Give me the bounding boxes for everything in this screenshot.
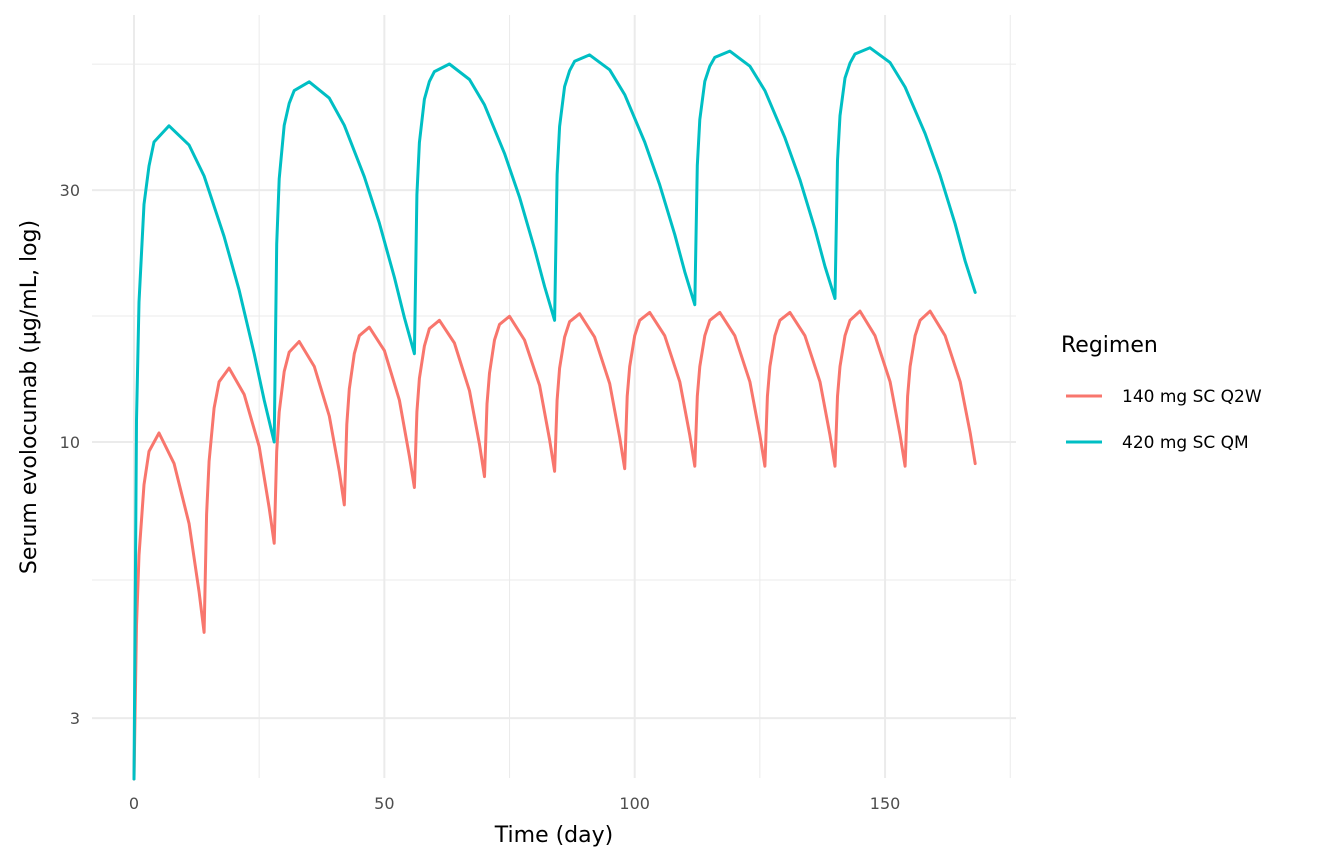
legend-label-2: 420 mg SC QM [1122, 433, 1249, 453]
y-tick-label: 10 [60, 433, 80, 452]
series-line-2 [132, 46, 977, 781]
x-tick-label: 50 [374, 794, 394, 813]
y-axis-title: Serum evolocumab (µg/mL, log) [17, 220, 42, 574]
series-lines [132, 46, 977, 781]
y-tick-label: 3 [70, 709, 80, 728]
legend: Regimen 140 mg SC Q2W 420 mg SC QM [1061, 333, 1262, 453]
x-tick-label: 150 [870, 794, 901, 813]
series-line-1 [132, 309, 977, 781]
tick-labels: 0 50 100 150 3 10 30 [60, 181, 901, 813]
gridlines [92, 15, 1016, 778]
legend-label-1: 140 mg SC Q2W [1122, 387, 1262, 407]
x-tick-label: 100 [619, 794, 650, 813]
x-tick-label: 0 [129, 794, 139, 813]
y-tick-label: 30 [60, 181, 80, 200]
legend-title: Regimen [1061, 333, 1158, 358]
x-axis-title: Time (day) [494, 823, 613, 848]
